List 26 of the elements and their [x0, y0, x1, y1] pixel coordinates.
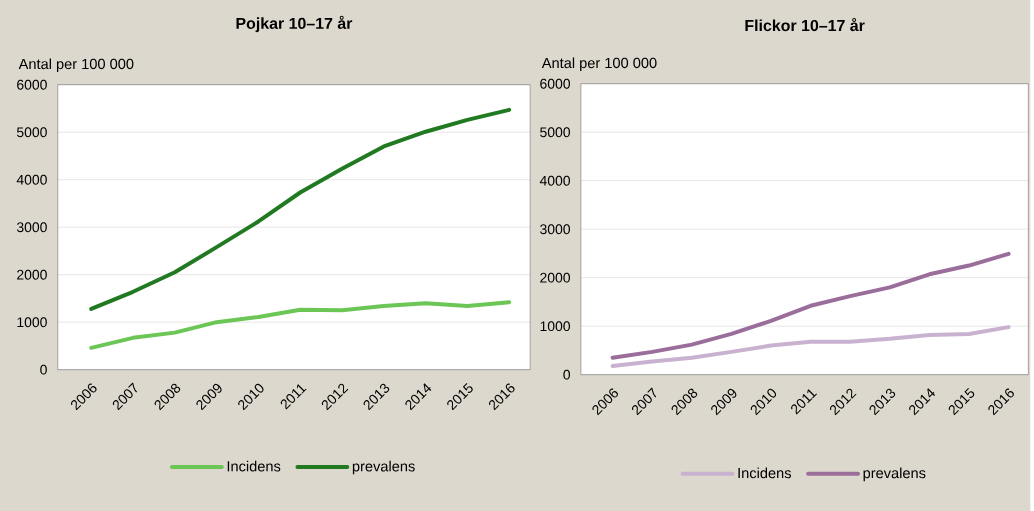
y-tick-label: 5000	[540, 127, 571, 138]
chart-title: Flickor 10–17 år	[745, 17, 865, 32]
legend-label: Incidens	[227, 460, 281, 472]
y-axis-title: Antal per 100 000	[541, 57, 657, 71]
y-tick-label: 5000	[16, 127, 47, 138]
legend-label: prevalens	[352, 460, 415, 475]
y-tick-label: 6000	[17, 79, 47, 90]
y-tick-label: 1000	[540, 321, 571, 332]
y-tick-label: 1000	[17, 317, 47, 328]
y-tick-label: 3000	[16, 222, 47, 233]
y-axis-title: Antal per 100 000	[18, 58, 134, 72]
chart-title: Pojkar 10–17 år	[236, 15, 353, 33]
line-series	[89, 107, 512, 311]
y-tick-label: 4000	[16, 174, 47, 185]
legend-label: Incidens	[738, 467, 791, 479]
line-series	[610, 251, 1011, 360]
y-tick-label: 6000	[540, 78, 571, 89]
line-series	[89, 300, 512, 350]
y-tick-label: 2000	[540, 272, 571, 283]
legend-label: prevalens	[863, 467, 926, 482]
y-tick-label: 2000	[17, 269, 47, 280]
y-tick-label: 0	[40, 364, 47, 375]
y-tick-label: 4000	[539, 175, 571, 186]
line-series	[610, 325, 1011, 368]
y-tick-label: 0	[563, 369, 571, 380]
y-tick-label: 3000	[540, 224, 571, 235]
